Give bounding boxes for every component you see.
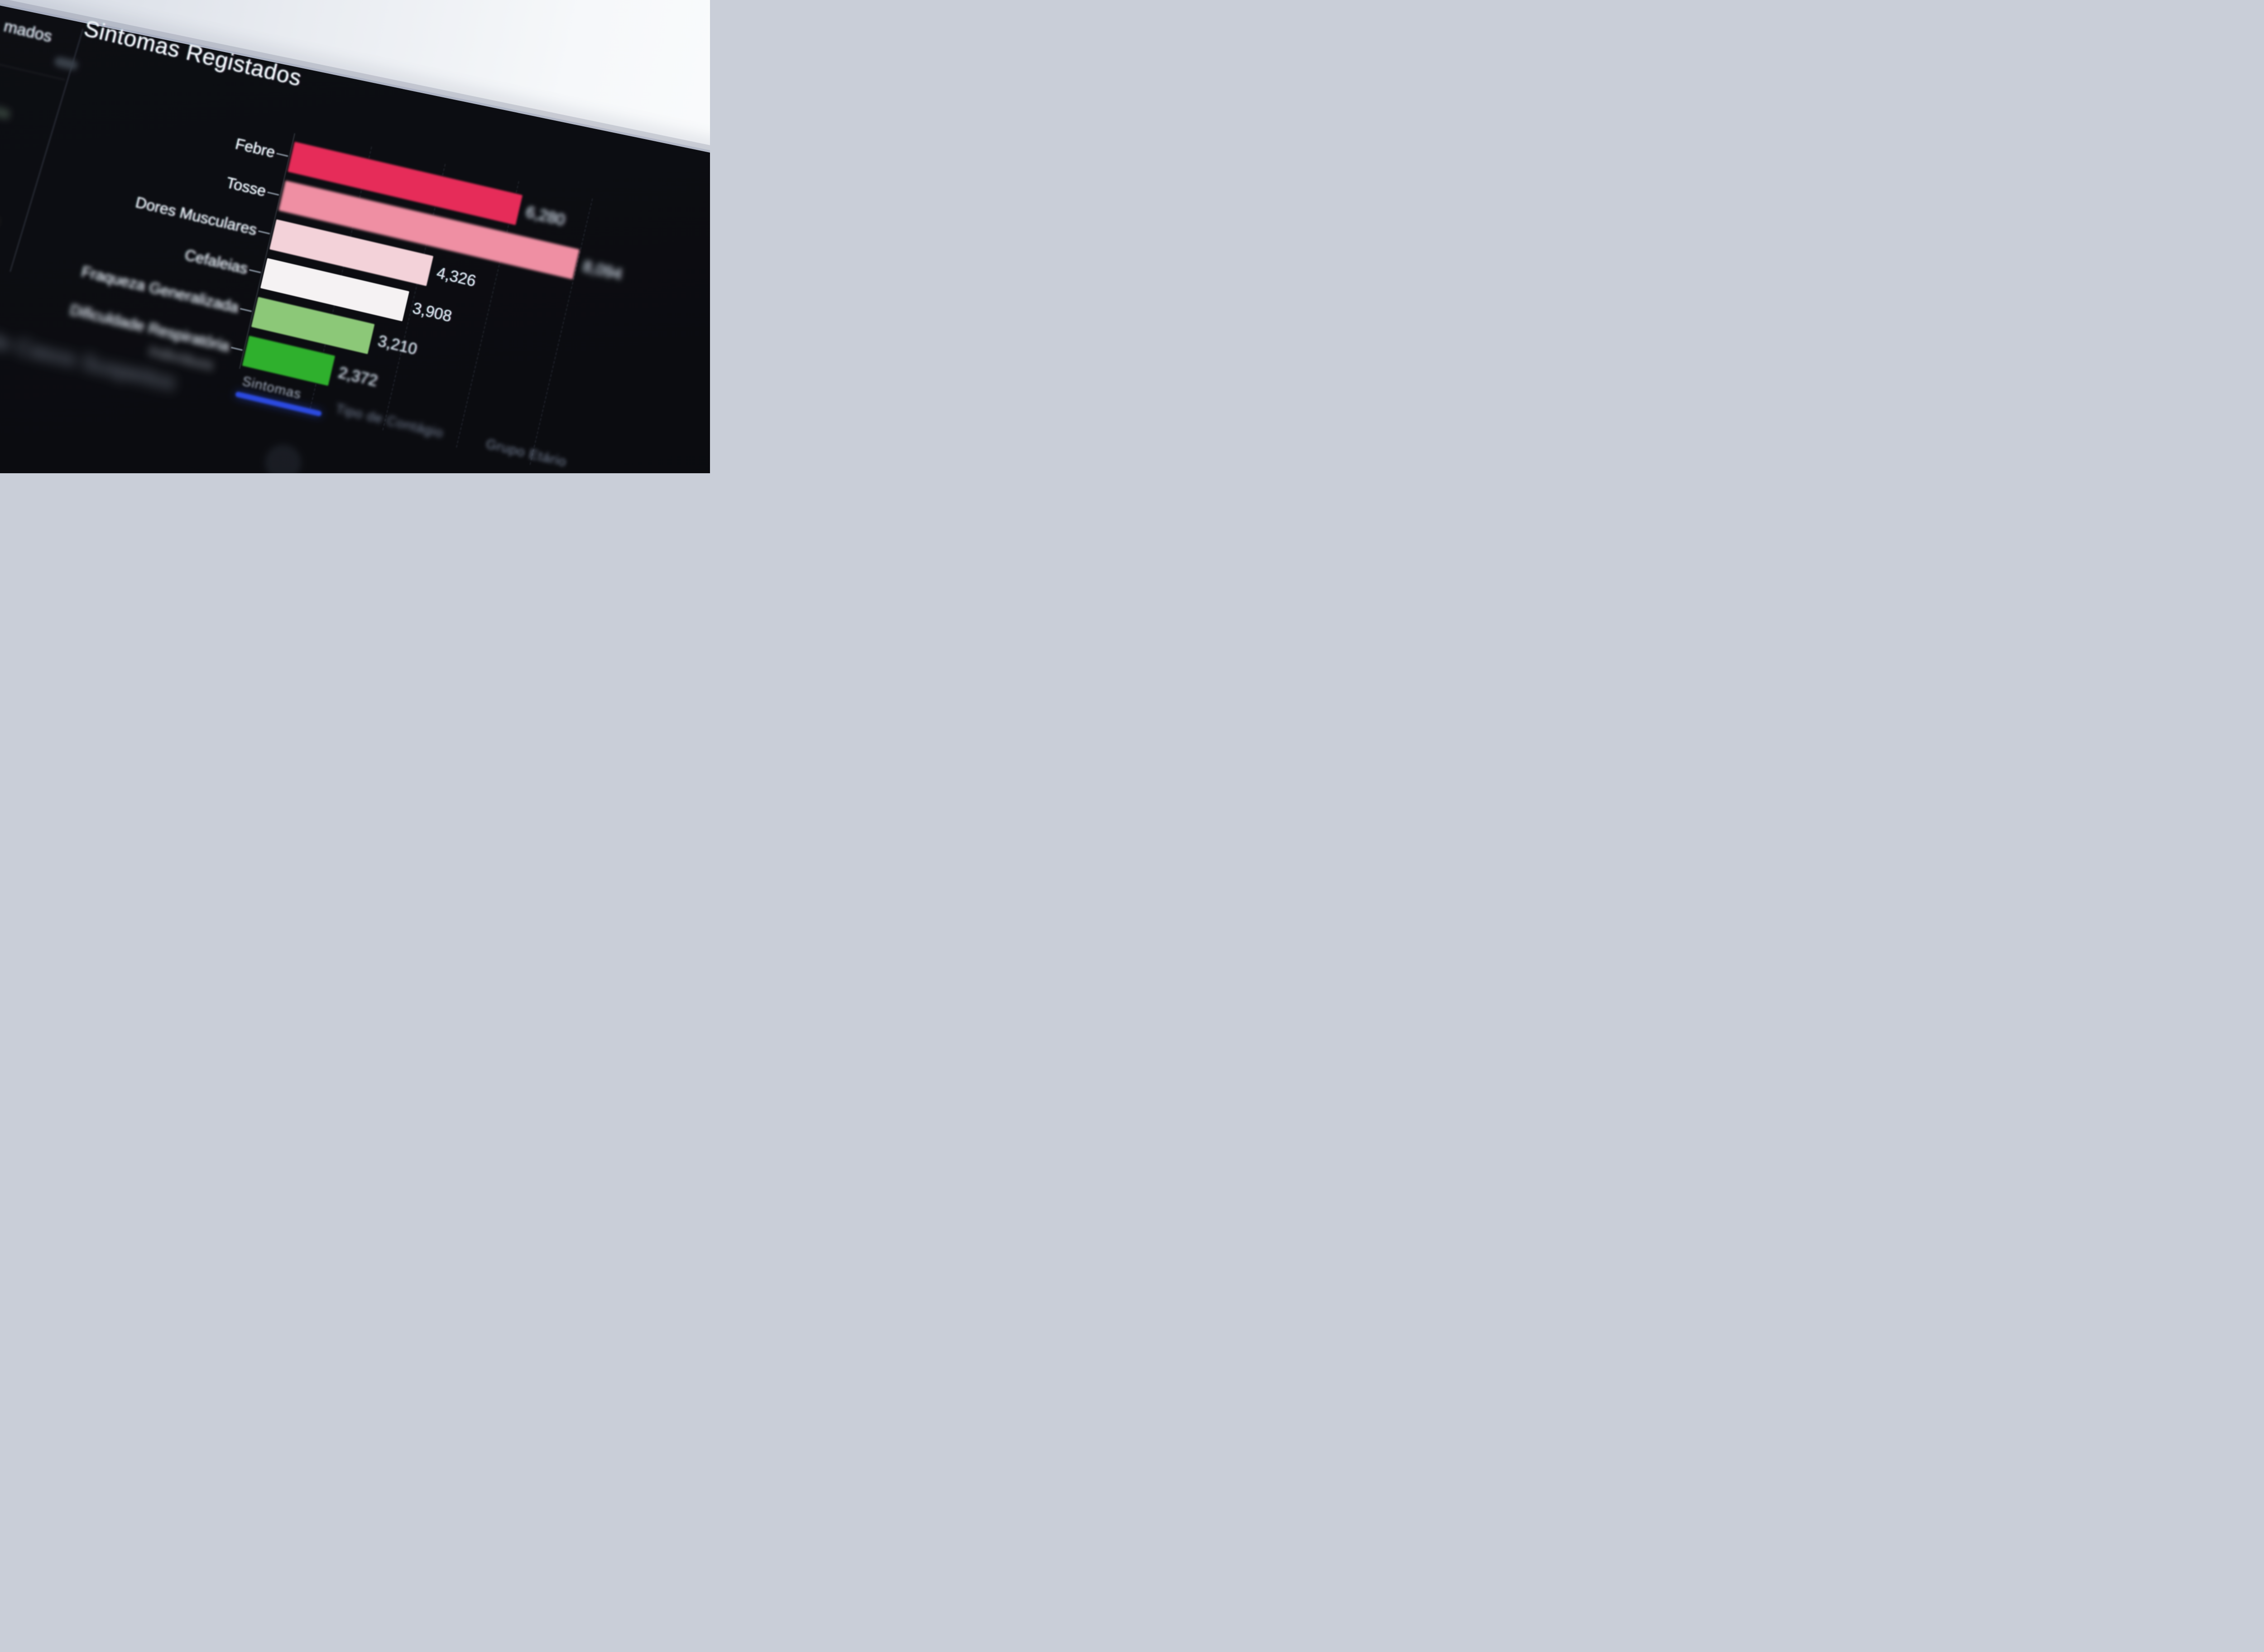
- monitor-stage: mados o Gaia op ão de Casos Suspeitos Si…: [0, 0, 710, 473]
- photo-canvas: mados o Gaia op ão de Casos Suspeitos Si…: [0, 0, 710, 473]
